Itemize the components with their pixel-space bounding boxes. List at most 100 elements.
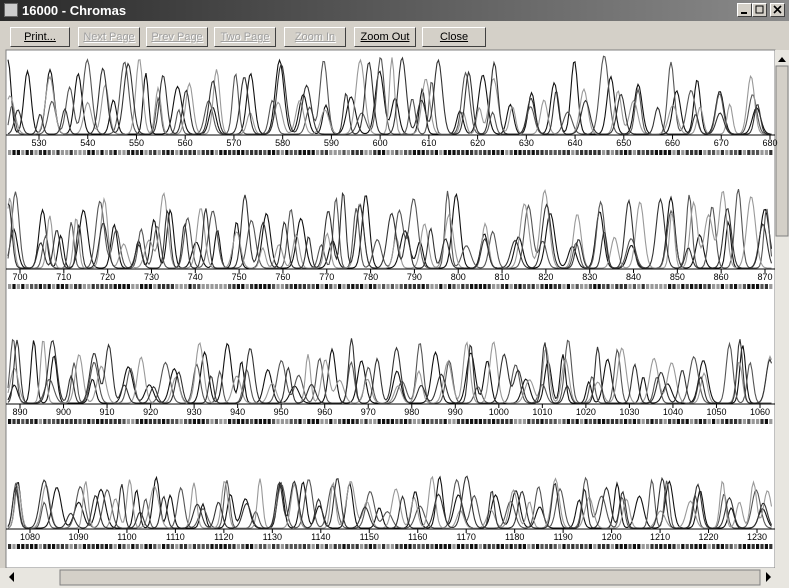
base-call [642,419,645,424]
base-call [228,150,231,155]
base-call [598,419,601,424]
base-call [598,544,601,549]
base-call [400,284,403,289]
base-call [351,419,354,424]
base-position-label: 730 [144,272,159,282]
base-call [61,544,64,549]
base-call [369,284,372,289]
base-call [166,544,169,549]
base-call [26,544,29,549]
base-call [686,150,689,155]
base-position-label: 1190 [553,532,572,542]
base-call [699,150,702,155]
base-call [448,419,451,424]
base-call [567,284,570,289]
base-call [52,544,55,549]
base-call [633,150,636,155]
base-call [488,419,491,424]
base-call [624,544,627,549]
base-call [325,419,328,424]
base-call [580,150,583,155]
base-call [439,419,442,424]
base-position-label: 810 [495,272,510,282]
base-call [545,419,548,424]
base-call [540,419,543,424]
base-call [347,419,350,424]
base-call [686,419,689,424]
base-call [699,284,702,289]
h-scroll-thumb[interactable] [60,570,760,585]
base-call [540,544,543,549]
base-call [452,150,455,155]
base-call [316,150,319,155]
base-call [470,284,473,289]
base-call [373,419,376,424]
base-call [677,150,680,155]
base-call [237,150,240,155]
base-call [294,150,297,155]
base-call [329,150,332,155]
base-call [637,419,640,424]
base-call [96,544,99,549]
base-call [307,150,310,155]
base-call [369,419,372,424]
base-call [734,419,737,424]
base-call [694,544,697,549]
base-call [408,284,411,289]
base-call [127,544,130,549]
base-call [725,544,728,549]
base-call [562,284,565,289]
base-call [655,544,658,549]
base-call [505,419,508,424]
base-call [307,419,310,424]
scroll-thumb[interactable] [776,66,788,236]
base-call [285,419,288,424]
base-call [210,150,213,155]
base-call [589,284,592,289]
base-call [734,150,737,155]
base-call [109,284,112,289]
base-call [430,150,433,155]
base-call [197,419,200,424]
base-call [620,544,623,549]
base-call [149,284,152,289]
base-call [153,150,156,155]
base-call [34,419,37,424]
base-call [474,544,477,549]
base-call [501,284,504,289]
base-call [78,544,81,549]
base-call [510,544,513,549]
base-position-label: 560 [178,138,193,148]
base-call [488,284,491,289]
base-call [769,419,772,424]
base-call [197,544,200,549]
base-call [8,150,11,155]
base-call [281,284,284,289]
base-call [43,284,46,289]
base-call [281,419,284,424]
base-call [391,150,394,155]
base-call [584,544,587,549]
base-call [584,419,587,424]
base-call [206,150,209,155]
base-call [70,284,73,289]
base-call [765,419,768,424]
base-call [708,419,711,424]
base-call [430,419,433,424]
base-call [250,419,253,424]
base-call [21,284,24,289]
base-call [743,150,746,155]
base-call [549,419,552,424]
base-call [39,284,42,289]
base-call [576,419,579,424]
base-call [70,544,73,549]
base-call [659,150,662,155]
base-call [554,284,557,289]
base-call [56,284,59,289]
base-call [158,544,161,549]
base-call [140,150,143,155]
base-position-label: 600 [373,138,388,148]
base-call [681,150,684,155]
base-position-label: 710 [56,272,71,282]
base-call [320,419,323,424]
